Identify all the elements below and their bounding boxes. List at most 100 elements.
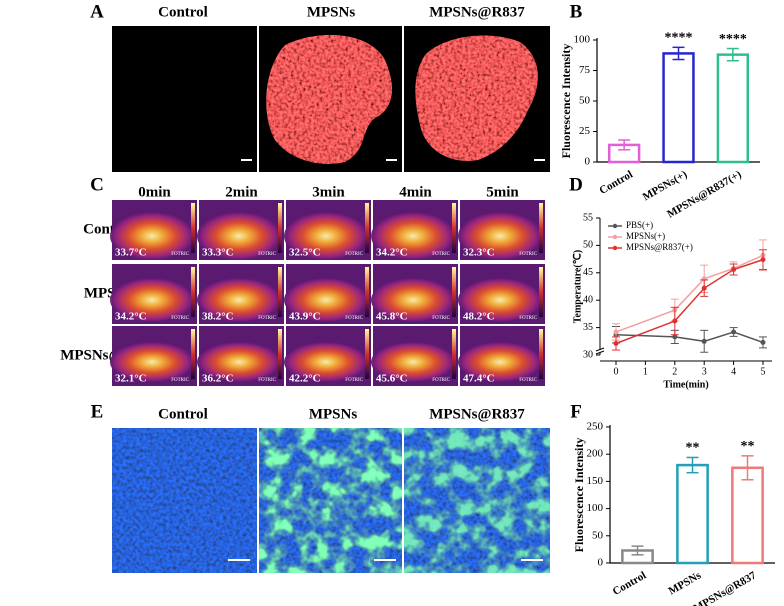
brand: FOTRIC: [171, 252, 189, 257]
significance: **: [686, 441, 700, 456]
legend-label: PBS(+): [626, 220, 653, 230]
significance: ****: [719, 32, 747, 47]
y-tick-label: 100: [574, 34, 591, 46]
x-tick-label: 3: [702, 366, 707, 377]
axis-break-mark: [595, 350, 605, 355]
y-tick-label: 35: [583, 322, 593, 333]
x-tick-label: 2: [672, 366, 677, 377]
y-axis-label: Fluorescence Intensity: [559, 44, 573, 159]
brand: FOTRIC: [345, 252, 363, 257]
brand: FOTRIC: [258, 316, 276, 321]
time-label: 5min: [486, 184, 519, 200]
time-label: 0min: [138, 184, 171, 200]
color-scale: [365, 329, 369, 379]
color-scale: [539, 203, 543, 253]
point: [731, 329, 737, 335]
y-tick-label: 75: [579, 64, 591, 76]
brand: FOTRIC: [171, 378, 189, 383]
x-tick-label: 4: [731, 366, 736, 377]
error-bar: [672, 46, 685, 61]
temperature: 34.2°C: [376, 247, 408, 259]
bar: [731, 466, 764, 565]
brand: FOTRIC: [519, 316, 537, 321]
color-scale: [452, 329, 456, 379]
y-tick-label: 40: [583, 294, 593, 305]
error-bar: [741, 455, 754, 481]
time-label: 4min: [399, 184, 432, 200]
y-tick-label: 50: [583, 240, 593, 251]
column-label: Control: [158, 4, 208, 20]
temperature: 32.5°C: [289, 247, 321, 259]
legend-marker: [612, 245, 618, 251]
legend-marker: [612, 223, 618, 229]
x-axis-label: Time(min): [663, 379, 708, 390]
thermal-body: [458, 278, 542, 322]
brand: FOTRIC: [432, 316, 450, 321]
point: [613, 329, 619, 335]
point: [613, 340, 619, 346]
point: [672, 318, 678, 324]
point: [731, 267, 737, 273]
panel-letter: B: [570, 1, 583, 22]
column-label: Control: [158, 406, 208, 422]
if-signal: [259, 428, 402, 573]
column-label: MPSNs: [309, 406, 357, 422]
if-image: [112, 428, 257, 573]
thermal-body: [110, 342, 194, 382]
bar: [662, 52, 695, 164]
y-axis-label: Fluorescence Intensity: [572, 438, 586, 553]
x-tick-label: Control: [597, 168, 635, 197]
panel-letter: A: [90, 1, 104, 22]
y-tick-label: 0: [585, 156, 591, 168]
brand: FOTRIC: [345, 316, 363, 321]
column-label: MPSNs@R837: [429, 4, 525, 20]
x-tick-label: 5: [761, 366, 766, 377]
thermal-body: [284, 342, 368, 382]
thermal-body: [197, 278, 281, 322]
color-scale: [191, 203, 195, 253]
point: [701, 285, 707, 291]
temperature: 47.4°C: [463, 373, 495, 385]
thermal-body: [371, 342, 455, 382]
brand: FOTRIC: [432, 252, 450, 257]
thermal-body: [110, 212, 194, 260]
point: [672, 334, 678, 340]
y-tick-label: 100: [587, 502, 604, 514]
temperature: 34.2°C: [115, 311, 147, 323]
thermal-body: [458, 212, 542, 260]
error-bar: [726, 47, 739, 62]
brand: FOTRIC: [519, 252, 537, 257]
color-scale: [365, 267, 369, 317]
if-signal: [404, 428, 550, 573]
x-tick-label: 1: [643, 366, 648, 377]
error-bar: [686, 456, 699, 474]
thermal-body: [284, 212, 368, 260]
y-tick-label: 200: [587, 448, 604, 460]
brand: FOTRIC: [432, 378, 450, 383]
y-tick-label: 250: [587, 421, 604, 433]
x-tick-label: Control: [611, 569, 649, 598]
temperature: 43.9°C: [289, 311, 321, 323]
point: [760, 339, 766, 345]
y-tick-label: 50: [579, 95, 591, 107]
axis-break-mark: [595, 347, 605, 352]
color-scale: [278, 203, 282, 253]
thermal-body: [284, 278, 368, 322]
temperature: 33.7°C: [115, 247, 147, 259]
temperature: 42.2°C: [289, 373, 321, 385]
brand: FOTRIC: [171, 316, 189, 321]
thermal-body: [371, 278, 455, 322]
panel-letter: E: [91, 401, 104, 422]
brand: FOTRIC: [258, 252, 276, 257]
legend-marker: [612, 234, 618, 240]
thermal-body: [197, 342, 281, 382]
panel-letter: C: [90, 174, 104, 195]
brand: FOTRIC: [519, 378, 537, 383]
series-line: [615, 258, 764, 345]
color-scale: [452, 203, 456, 253]
error-bar: [618, 139, 631, 151]
brand: FOTRIC: [345, 378, 363, 383]
y-tick-label: 50: [592, 529, 604, 541]
x-tick-label: 0: [614, 366, 619, 377]
